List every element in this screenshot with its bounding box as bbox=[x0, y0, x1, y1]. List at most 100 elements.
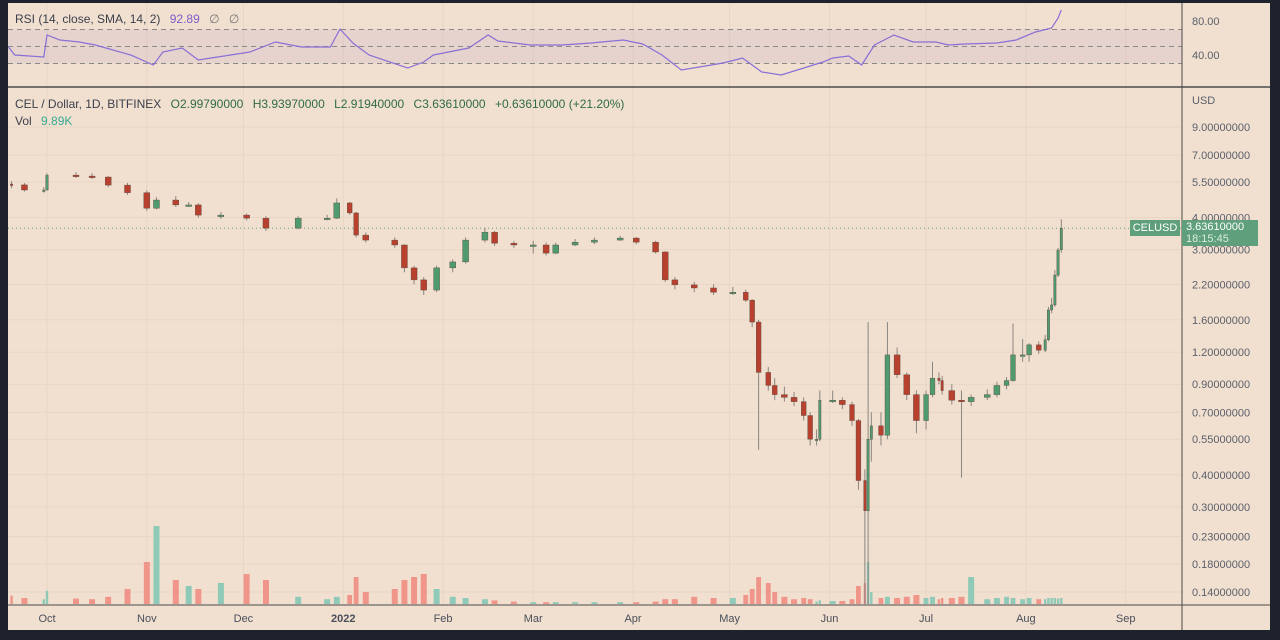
candle bbox=[333, 202, 340, 219]
time-axis-tick: Feb bbox=[434, 613, 453, 625]
volume-bar bbox=[333, 596, 340, 604]
candle bbox=[923, 394, 929, 421]
candle bbox=[1020, 354, 1026, 357]
volume-bar bbox=[143, 562, 150, 604]
rsi-value: 92.89 bbox=[169, 12, 200, 26]
volume-bar bbox=[878, 598, 884, 604]
candle bbox=[195, 204, 202, 216]
bar-countdown: 18:15:45 bbox=[1186, 233, 1229, 245]
volume-bar bbox=[729, 598, 736, 604]
price-axis-tick: 5.50000000 bbox=[1192, 177, 1250, 189]
volume-bar bbox=[993, 598, 1000, 604]
rsi-legend: RSI (14, close, SMA, 14, 2) 92.89 ∅ ∅ bbox=[15, 12, 245, 26]
volume-bar bbox=[1047, 598, 1050, 604]
candle bbox=[652, 241, 659, 253]
volume-bar bbox=[572, 602, 579, 604]
volume-bar bbox=[815, 601, 818, 604]
candle bbox=[1059, 228, 1063, 250]
volume-bar bbox=[1036, 599, 1042, 604]
volume-bar bbox=[791, 599, 798, 604]
candle bbox=[104, 176, 112, 186]
time-axis-tick: Sep bbox=[1116, 613, 1136, 625]
volume-bar bbox=[217, 583, 224, 604]
volume-bar bbox=[749, 589, 755, 604]
volume-bar bbox=[617, 602, 624, 604]
volume-bar bbox=[1010, 598, 1016, 604]
volume-bar bbox=[420, 574, 427, 604]
price-axis-tick: 0.30000000 bbox=[1192, 502, 1250, 514]
candle bbox=[185, 204, 192, 207]
volume-bar bbox=[1004, 596, 1009, 604]
rsi-label: RSI (14, close, SMA, 14, 2) bbox=[15, 12, 161, 26]
candle bbox=[818, 399, 822, 440]
volume-bar bbox=[818, 600, 822, 604]
price-axis-tick: 7.00000000 bbox=[1192, 150, 1250, 162]
last-price-tag: 3.63610000 18:15:45 bbox=[1182, 220, 1258, 246]
candle bbox=[993, 385, 1001, 395]
candle bbox=[765, 372, 771, 386]
volume-bar bbox=[401, 580, 408, 604]
volume-bar bbox=[710, 598, 717, 604]
candle bbox=[749, 299, 755, 323]
volume-bar bbox=[105, 596, 112, 604]
candle bbox=[884, 354, 891, 436]
candle bbox=[662, 251, 669, 281]
volume-bar bbox=[543, 602, 550, 604]
volume-bar bbox=[756, 577, 762, 604]
candle bbox=[323, 217, 331, 220]
volume-bar bbox=[849, 599, 855, 604]
volume-bar bbox=[743, 595, 749, 604]
volume-bar bbox=[172, 580, 179, 604]
rsi-axis-tick: 40.00 bbox=[1192, 50, 1220, 62]
rsi-visibility-icon[interactable]: ∅ bbox=[228, 12, 240, 26]
volume-bar bbox=[691, 596, 698, 604]
symbol-price-tag: CELUSD bbox=[1130, 220, 1180, 236]
price-axis-tick: 0.23000000 bbox=[1192, 532, 1250, 544]
candle bbox=[481, 231, 489, 241]
candle bbox=[262, 217, 270, 229]
volume-bar bbox=[930, 596, 935, 604]
volume-legend: Vol 9.89K bbox=[15, 114, 78, 128]
candle bbox=[878, 425, 884, 436]
volume-bar bbox=[1043, 599, 1047, 604]
candle bbox=[124, 184, 131, 193]
rsi-line bbox=[7, 9, 1062, 76]
candle bbox=[691, 284, 698, 289]
candle bbox=[807, 415, 813, 440]
volume-bar bbox=[433, 589, 440, 604]
time-axis-tick: Apr bbox=[624, 613, 641, 625]
candle bbox=[410, 267, 418, 281]
volume-bar bbox=[807, 599, 813, 604]
volume-bar bbox=[185, 586, 192, 604]
candle bbox=[1050, 304, 1054, 311]
candle bbox=[1003, 380, 1010, 386]
candle bbox=[401, 244, 408, 269]
candle bbox=[153, 199, 160, 209]
volume-bar bbox=[411, 577, 418, 604]
price-axis-tick: 2.20000000 bbox=[1192, 279, 1250, 291]
volume-bar bbox=[89, 599, 96, 604]
volume-bar bbox=[765, 583, 771, 604]
candle bbox=[591, 239, 598, 243]
time-axis-tick: Aug bbox=[1016, 613, 1036, 625]
low-value: L2.91940000 bbox=[334, 97, 405, 111]
symbol-title[interactable]: CEL / Dollar, 1D, BITFINEX bbox=[15, 97, 162, 111]
candle bbox=[801, 401, 807, 416]
price-axis-tick: 0.18000000 bbox=[1192, 559, 1250, 571]
candle bbox=[449, 261, 456, 269]
candle bbox=[815, 439, 818, 441]
candle bbox=[967, 397, 975, 402]
last-price: 3.63610000 bbox=[1186, 221, 1245, 233]
candle bbox=[72, 174, 80, 177]
volume-bar bbox=[913, 595, 920, 604]
volume-bar bbox=[462, 598, 469, 604]
candle bbox=[948, 390, 956, 401]
candle bbox=[1056, 249, 1060, 276]
volume-bar bbox=[324, 599, 331, 604]
candle bbox=[1043, 339, 1047, 351]
rsi-visibility-icon[interactable]: ∅ bbox=[209, 12, 220, 26]
time-axis-tick: Mar bbox=[524, 613, 543, 625]
main-legend: CEL / Dollar, 1D, BITFINEX O2.99790000 H… bbox=[15, 97, 630, 111]
volume-bar bbox=[391, 589, 398, 604]
